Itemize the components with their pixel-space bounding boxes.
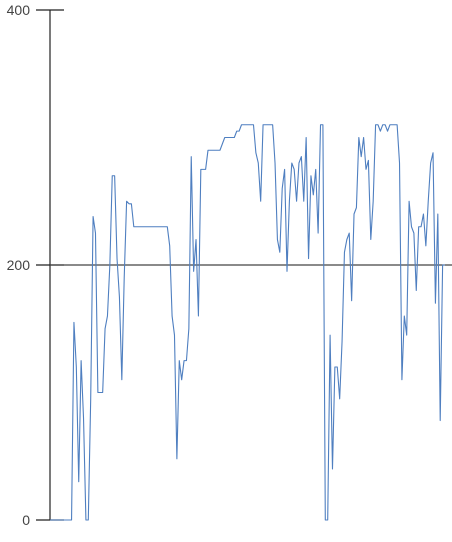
y-tick-label: 0 bbox=[22, 512, 30, 528]
y-tick-label: 400 bbox=[7, 2, 31, 18]
y-tick-label: 200 bbox=[7, 257, 31, 273]
series-group bbox=[50, 124, 445, 521]
series-line bbox=[50, 124, 445, 521]
